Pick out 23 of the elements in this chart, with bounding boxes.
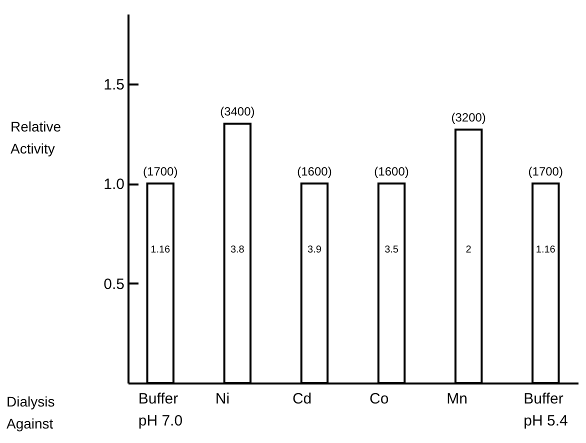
annotation: 2 [466,244,472,256]
y-tick-label: 1.0 [104,176,124,194]
annotation: 3.9 [308,244,322,256]
x-tick-label: Cd [292,390,312,408]
annotation: (1700) [143,164,178,179]
annotation: 3.8 [230,244,245,256]
annotation: 1.16 [150,244,171,256]
x-tick-label: Mn [446,390,468,408]
annotation: 3.5 [384,244,399,256]
x-tick-label: Buffer pH 5.4 [524,390,568,430]
y-axis-title: Relative Activity [10,118,62,156]
annotation: (1600) [374,164,409,179]
x-tick-label: Ni [215,390,230,408]
annotation: (3400) [220,104,255,119]
annotation: (1600) [297,164,332,179]
y-tick-label: 1.5 [104,76,124,94]
x-axis-title: Dialysis Against [6,394,55,432]
x-tick-label: Buffer pH 7.0 [138,390,183,430]
y-tick-label: 0.5 [104,276,124,293]
annotation: (1700) [528,164,563,179]
annotation: 1.16 [536,244,556,256]
x-tick-label: Co [370,390,389,408]
annotation: (3200) [451,110,486,125]
